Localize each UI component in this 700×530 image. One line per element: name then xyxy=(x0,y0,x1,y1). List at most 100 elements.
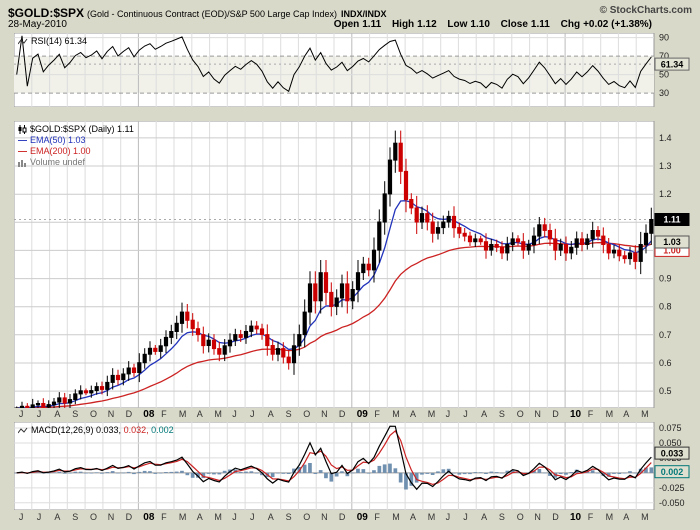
chart-date: 28-May-2010 xyxy=(8,19,67,30)
svg-text:0.075: 0.075 xyxy=(659,423,682,433)
x-axis-bottom: J J A S O N D 08 F M A M J J A S O N D 09 F M A M J J A S O N D 10 F M A M xyxy=(14,512,700,525)
x-axis-month-label: A xyxy=(623,409,630,419)
x-axis-month-label: J xyxy=(463,409,468,419)
svg-text:0.5: 0.5 xyxy=(659,386,672,396)
x-axis-month-label: A xyxy=(267,409,274,419)
x-axis-month-label: S xyxy=(285,512,292,522)
ema200-label: EMA(200) 1.00 xyxy=(30,146,91,156)
x-axis-month-label: D xyxy=(125,512,133,522)
svg-text:61.34: 61.34 xyxy=(661,59,684,69)
x-axis-month-label: A xyxy=(267,512,274,522)
x-axis-month-label: O xyxy=(516,512,524,522)
x-axis-month-label: O xyxy=(303,409,311,419)
x-axis-month-label: M xyxy=(178,512,187,522)
x-axis-month-label: A xyxy=(410,409,417,419)
x-axis-month-label: O xyxy=(90,409,98,419)
high-label: High xyxy=(391,19,415,30)
x-axis-year-label: 09 xyxy=(356,409,368,420)
svg-text:-0.025: -0.025 xyxy=(659,483,685,493)
line-icon: — xyxy=(18,135,27,145)
x-axis-month-label: M xyxy=(178,409,187,419)
chart-header: $GOLD:$SPX (Gold - Continuous Contract (E… xyxy=(8,4,387,22)
x-axis-month-label: J xyxy=(232,409,237,419)
x-axis-month-label: N xyxy=(321,512,328,522)
svg-text:0.050: 0.050 xyxy=(659,438,682,448)
x-axis-year-label: 09 xyxy=(356,512,368,523)
x-axis-month-label: F xyxy=(587,512,594,522)
x-axis-month-label: O xyxy=(303,512,311,522)
x-axis-month-label: N xyxy=(321,409,328,419)
close-label: Close xyxy=(500,19,528,30)
x-axis-month-label: J xyxy=(18,512,24,522)
svg-text:0.7: 0.7 xyxy=(659,330,672,340)
open-label: Open xyxy=(333,19,360,30)
rsi-legend: RSI(14) 61.34 xyxy=(18,36,87,46)
chg-value: +0.02 (+1.38%) xyxy=(583,19,652,30)
quote-line: Open 1.11 High 1.12 Low 1.10 Close 1.11 Chg +… xyxy=(326,19,652,30)
x-axis-month-label: D xyxy=(338,409,346,419)
x-axis-year-label: 10 xyxy=(570,512,582,523)
candlestick-icon xyxy=(18,125,27,135)
svg-text:1.2: 1.2 xyxy=(659,189,672,199)
x-axis-month-label: J xyxy=(250,512,255,522)
svg-text:1.00: 1.00 xyxy=(663,246,681,256)
svg-text:1.11: 1.11 xyxy=(663,215,680,225)
x-axis-month-label: M xyxy=(605,512,614,522)
chg-label: Chg xyxy=(560,19,581,30)
x-axis-month-label: M xyxy=(427,512,436,522)
svg-text:0.8: 0.8 xyxy=(659,302,672,312)
x-axis-month-label: M xyxy=(641,512,649,522)
svg-text:-0.050: -0.050 xyxy=(659,498,685,508)
x-axis-month-label: M xyxy=(392,409,400,419)
volume-label: Volume undef xyxy=(30,157,86,167)
high-value: 1.12 xyxy=(417,19,437,30)
indicator-line-icon xyxy=(18,38,28,44)
x-axis-month-label: A xyxy=(481,512,488,522)
volume-bars-icon xyxy=(18,160,26,168)
symbol-title: $GOLD:$SPX xyxy=(8,6,85,20)
svg-text:0.002: 0.002 xyxy=(661,467,684,477)
x-axis-month-label: S xyxy=(498,409,505,419)
x-axis-month-label: S xyxy=(72,409,79,419)
x-axis-month-label: O xyxy=(90,512,98,522)
exchange-label: INDX/INDX xyxy=(341,9,387,19)
symbol-description: (Gold - Continuous Contract (EOD)/S&P 50… xyxy=(87,9,337,19)
ema50-label: EMA(50) 1.03 xyxy=(30,135,86,145)
x-axis-month-label: M xyxy=(392,512,400,522)
x-axis-month-label: M xyxy=(641,409,649,419)
x-axis-month-label: D xyxy=(552,409,559,419)
x-axis-month-label: A xyxy=(410,512,417,522)
x-axis: J J A S O N D 08 F M A M J J A S O N D 09 F M A M J J A S O N D 10 F M A M xyxy=(14,409,700,422)
x-axis-month-label: F xyxy=(161,409,167,419)
indicator-line-icon xyxy=(18,427,28,433)
x-axis-month-label: O xyxy=(516,409,524,419)
macd-legend: MACD(12,26,9) 0.033, 0.032, 0.002 xyxy=(18,425,174,435)
x-axis-month-label: A xyxy=(54,512,61,522)
x-axis-month-label: J xyxy=(18,409,24,419)
x-axis-month-label: F xyxy=(374,409,380,419)
rsi-panel: 90 70 50 30 61.34 xyxy=(14,33,700,107)
macd-label: MACD(12,26,9) 0.033, xyxy=(31,425,122,435)
svg-text:1.3: 1.3 xyxy=(659,161,672,171)
copyright: © StockCharts.com xyxy=(599,5,692,16)
svg-text:70: 70 xyxy=(659,51,669,61)
low-value: 1.10 xyxy=(470,19,490,30)
macd-signal-label: 0.032, xyxy=(123,425,149,435)
x-axis-month-label: N xyxy=(107,409,115,419)
x-axis-month-label: M xyxy=(427,409,436,419)
x-axis-month-label: D xyxy=(552,512,559,522)
svg-text:1.03: 1.03 xyxy=(663,237,681,247)
x-axis-month-label: D xyxy=(338,512,346,522)
x-axis-month-label: S xyxy=(285,409,292,419)
svg-text:90: 90 xyxy=(659,33,669,43)
x-axis-month-label: M xyxy=(214,409,222,419)
x-axis-year-label: 08 xyxy=(143,512,155,523)
price-series-label: $GOLD:$SPX (Daily) 1.11 xyxy=(30,124,134,134)
legend-ema200: — EMA(200) 1.00 xyxy=(18,146,134,157)
svg-text:30: 30 xyxy=(659,88,669,98)
x-axis-month-label: M xyxy=(214,512,222,522)
x-axis-month-label: J xyxy=(36,409,42,419)
x-axis-month-label: N xyxy=(534,409,541,419)
